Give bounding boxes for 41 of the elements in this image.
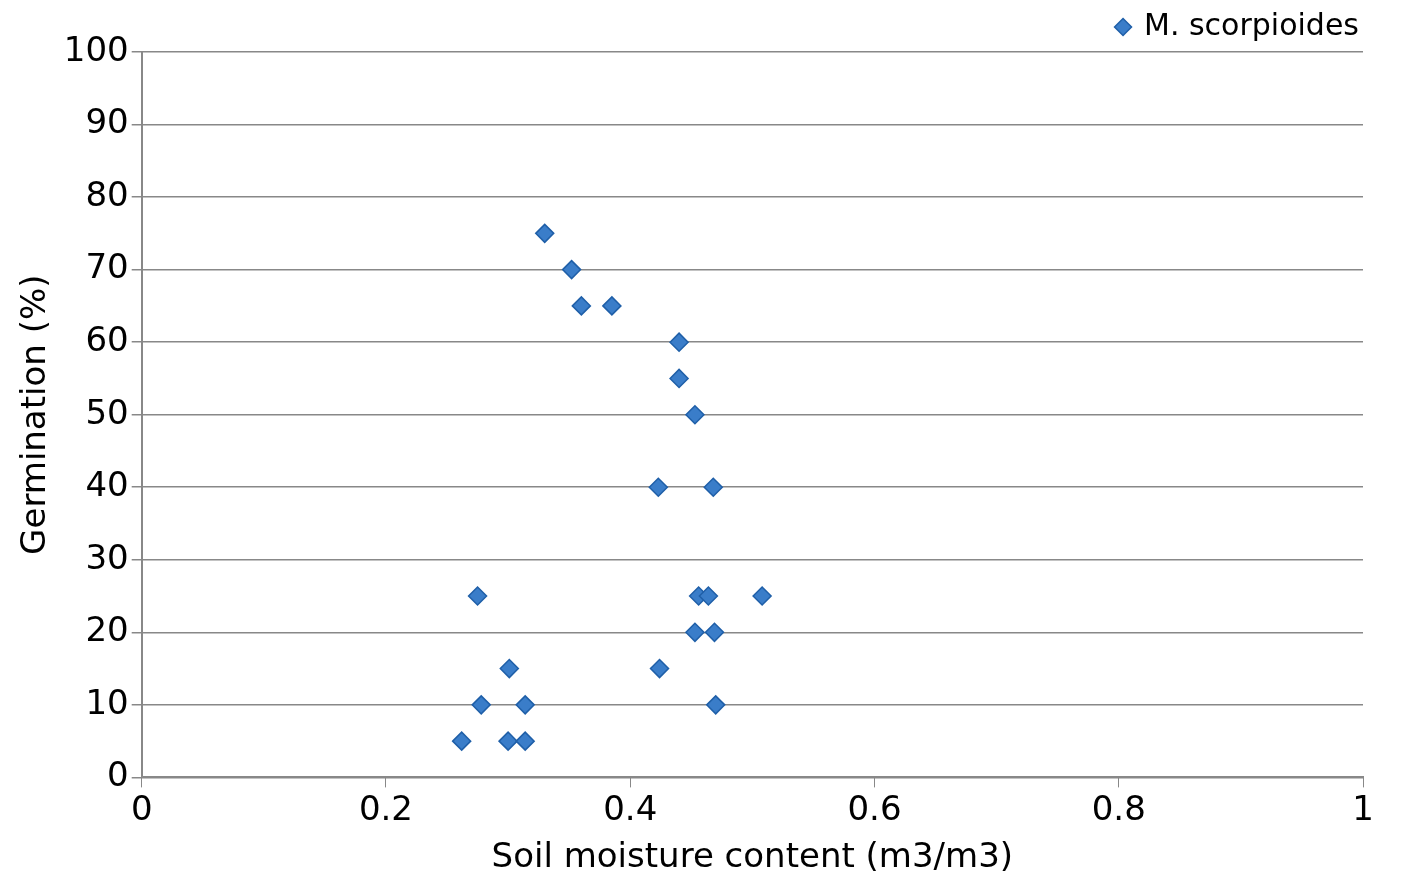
y-tick-label: 60 (85, 318, 129, 359)
point (534, 223, 555, 244)
y-axis-title: Germination (%) (13, 274, 54, 555)
y-tick-label: 10 (85, 681, 129, 722)
y-tick-label: 20 (85, 609, 129, 650)
x-tick-label: 0.6 (847, 787, 902, 828)
point (669, 368, 689, 389)
point (685, 404, 705, 425)
legend-label: M. scorpioides (1144, 6, 1359, 42)
point (648, 477, 669, 497)
point (471, 695, 491, 715)
x-tick-label: 0.8 (1091, 787, 1146, 828)
y-tick-label: 80 (85, 173, 129, 214)
point (698, 586, 719, 606)
point (703, 477, 724, 497)
y-tick-label: 0 (107, 754, 129, 795)
y-tick-label: 30 (85, 536, 129, 577)
point (704, 622, 725, 643)
point (571, 296, 592, 316)
point (561, 259, 582, 280)
point (602, 296, 622, 316)
y-tick-label: 100 (63, 28, 129, 69)
x-tick-label: 0.4 (603, 787, 658, 828)
x-tick-label: 1 (1352, 787, 1374, 828)
y-tick-label: 40 (85, 464, 129, 505)
y-tick-label: 50 (85, 391, 129, 432)
point (499, 658, 520, 679)
x-axis-title: Soil moisture content (m3/m3) (491, 835, 1014, 876)
x-tick-label: 0.2 (358, 787, 413, 828)
point (685, 622, 705, 643)
y-tick-label: 70 (85, 246, 129, 287)
point (705, 695, 726, 715)
point (451, 731, 472, 751)
point (467, 586, 488, 606)
point (515, 695, 535, 715)
point (752, 586, 772, 606)
y-tick-label: 90 (85, 101, 129, 142)
point (649, 658, 670, 679)
point (515, 731, 535, 751)
point (498, 731, 518, 751)
point (669, 332, 689, 352)
